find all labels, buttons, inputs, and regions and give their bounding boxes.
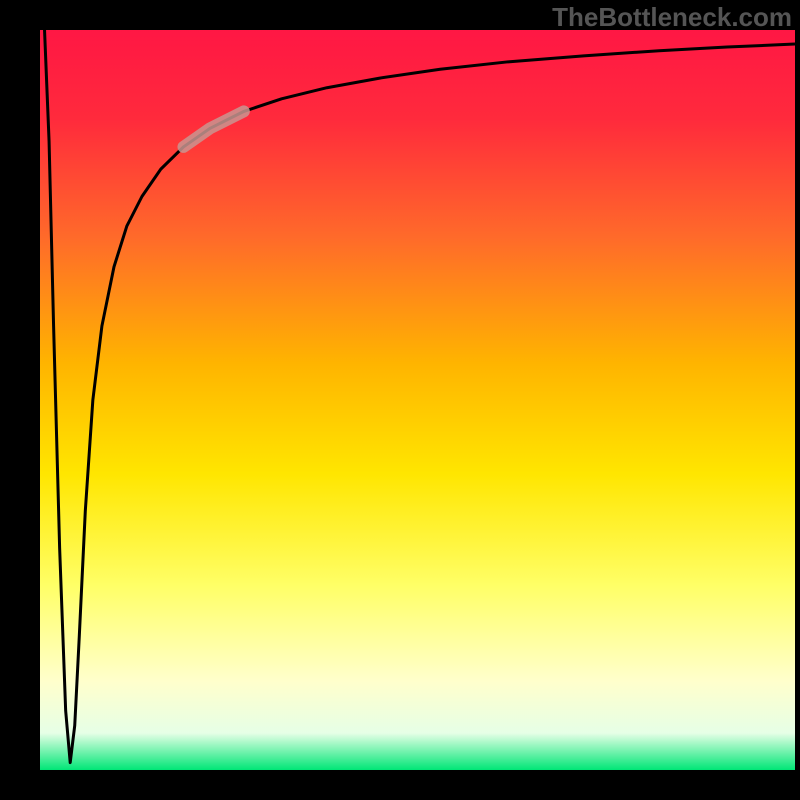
watermark-text: TheBottleneck.com xyxy=(552,2,792,33)
highlight-segment xyxy=(183,111,243,147)
plot-area xyxy=(40,30,795,770)
data-curve xyxy=(45,30,795,763)
chart-container: TheBottleneck.com xyxy=(0,0,800,800)
chart-svg-layer xyxy=(40,30,795,770)
